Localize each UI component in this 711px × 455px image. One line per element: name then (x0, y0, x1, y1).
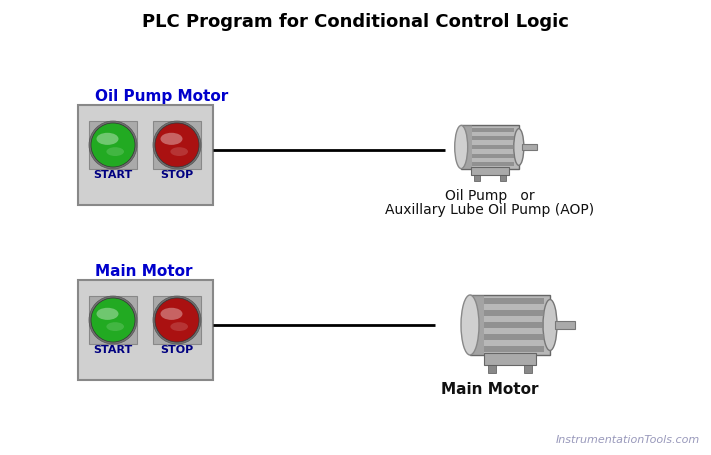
Text: InstrumentationTools.com: InstrumentationTools.com (556, 435, 700, 445)
Bar (474, 175, 480, 181)
Bar (153, 296, 201, 344)
Circle shape (155, 298, 199, 342)
Bar (471, 167, 508, 175)
Ellipse shape (97, 308, 119, 320)
Circle shape (91, 298, 135, 342)
Bar (461, 126, 471, 169)
Bar (471, 145, 514, 149)
Text: STOP: STOP (161, 345, 193, 355)
Bar (484, 334, 544, 340)
Bar (471, 136, 514, 140)
Ellipse shape (171, 322, 188, 331)
Text: Main Motor: Main Motor (442, 382, 539, 397)
Bar (471, 128, 514, 131)
Bar (484, 298, 544, 303)
Bar (484, 353, 536, 365)
Circle shape (89, 121, 137, 169)
Ellipse shape (461, 295, 479, 355)
Circle shape (155, 123, 199, 167)
Ellipse shape (455, 126, 468, 169)
Bar (153, 121, 201, 169)
Circle shape (153, 296, 201, 344)
Bar (500, 175, 506, 181)
Circle shape (89, 296, 137, 344)
Bar (470, 295, 550, 355)
Bar (471, 162, 514, 166)
Bar (484, 322, 544, 328)
Text: Oil Pump Motor: Oil Pump Motor (95, 90, 228, 105)
Bar (555, 321, 575, 329)
Ellipse shape (107, 147, 124, 156)
Ellipse shape (514, 129, 524, 165)
Ellipse shape (161, 133, 183, 145)
Bar (89, 121, 137, 169)
Bar (484, 310, 544, 316)
Bar (77, 280, 213, 380)
Ellipse shape (171, 147, 188, 156)
Circle shape (91, 123, 135, 167)
Bar (488, 365, 496, 373)
Ellipse shape (107, 322, 124, 331)
Text: STOP: STOP (161, 170, 193, 180)
Text: START: START (93, 170, 133, 180)
Text: Auxillary Lube Oil Pump (AOP): Auxillary Lube Oil Pump (AOP) (385, 203, 594, 217)
Text: Main Motor: Main Motor (95, 264, 193, 279)
Text: PLC Program for Conditional Control Logic: PLC Program for Conditional Control Logi… (141, 13, 568, 31)
Ellipse shape (97, 133, 119, 145)
Bar (89, 296, 137, 344)
Bar (77, 105, 213, 205)
Bar (523, 144, 537, 150)
Ellipse shape (161, 308, 183, 320)
Bar (524, 365, 532, 373)
Bar (470, 295, 484, 355)
Bar (471, 154, 514, 157)
Text: START: START (93, 345, 133, 355)
Text: Oil Pump   or: Oil Pump or (445, 189, 535, 203)
Ellipse shape (543, 299, 557, 350)
Bar (461, 126, 519, 169)
Bar (484, 346, 544, 352)
Circle shape (153, 121, 201, 169)
